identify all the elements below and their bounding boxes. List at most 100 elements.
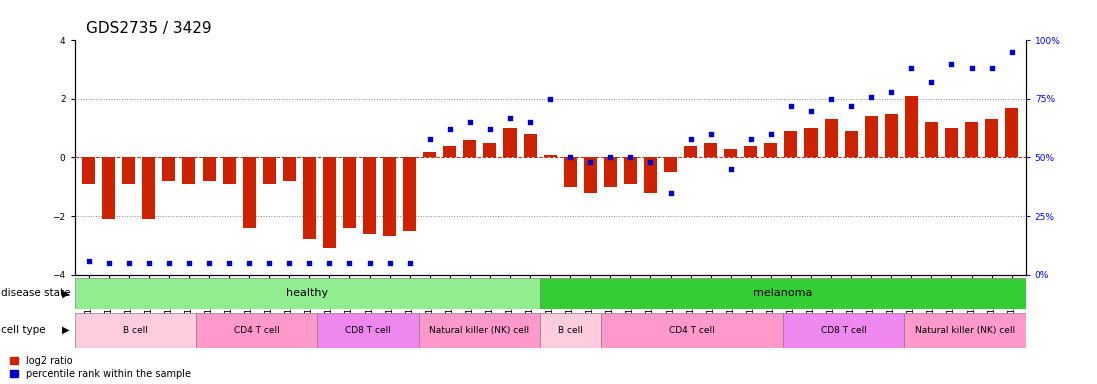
Bar bbox=[784, 131, 798, 157]
Point bbox=[521, 119, 539, 125]
Bar bbox=[443, 146, 456, 157]
Bar bbox=[540, 278, 1026, 309]
Bar bbox=[685, 146, 697, 157]
Text: CD8 T cell: CD8 T cell bbox=[346, 326, 391, 335]
Bar bbox=[544, 154, 556, 157]
Point bbox=[862, 93, 880, 99]
Point bbox=[963, 65, 981, 71]
Legend: log2 ratio, percentile rank within the sample: log2 ratio, percentile rank within the s… bbox=[10, 356, 191, 379]
Bar bbox=[925, 122, 938, 157]
Point bbox=[581, 159, 599, 165]
Text: ▶: ▶ bbox=[61, 325, 69, 335]
Point bbox=[942, 61, 960, 67]
Point bbox=[882, 89, 900, 95]
Bar bbox=[904, 313, 1026, 348]
Bar bbox=[765, 143, 778, 157]
Bar bbox=[303, 157, 316, 240]
Bar bbox=[885, 114, 897, 157]
Point bbox=[642, 159, 659, 165]
Bar bbox=[419, 313, 540, 348]
Point bbox=[501, 114, 519, 121]
Bar bbox=[196, 313, 317, 348]
Bar bbox=[744, 146, 757, 157]
Bar bbox=[182, 157, 195, 184]
Point bbox=[301, 260, 318, 266]
Text: ▶: ▶ bbox=[61, 288, 69, 298]
Point bbox=[421, 136, 439, 142]
Bar bbox=[1005, 108, 1018, 157]
Point bbox=[80, 257, 98, 263]
Bar bbox=[423, 152, 437, 157]
Bar bbox=[122, 157, 135, 184]
Point bbox=[542, 96, 559, 102]
Text: Natural killer (NK) cell: Natural killer (NK) cell bbox=[429, 326, 530, 335]
Bar bbox=[864, 116, 878, 157]
Point bbox=[361, 260, 378, 266]
Bar bbox=[564, 157, 577, 187]
Point bbox=[742, 136, 759, 142]
Point bbox=[180, 260, 197, 266]
Bar bbox=[845, 131, 858, 157]
Point bbox=[160, 260, 178, 266]
Point bbox=[601, 154, 619, 161]
Bar bbox=[601, 313, 783, 348]
Bar bbox=[804, 128, 817, 157]
Bar bbox=[965, 122, 979, 157]
Bar bbox=[584, 157, 597, 193]
Point bbox=[1003, 49, 1020, 55]
Bar bbox=[143, 157, 156, 219]
Bar bbox=[75, 313, 196, 348]
Bar bbox=[75, 278, 540, 309]
Bar bbox=[540, 313, 601, 348]
Text: disease state: disease state bbox=[1, 288, 70, 298]
Point bbox=[120, 260, 137, 266]
Text: Natural killer (NK) cell: Natural killer (NK) cell bbox=[915, 326, 1015, 335]
Bar bbox=[905, 96, 918, 157]
Bar bbox=[945, 128, 958, 157]
Text: CD8 T cell: CD8 T cell bbox=[821, 326, 867, 335]
Bar bbox=[343, 157, 357, 228]
Point bbox=[140, 260, 158, 266]
Point bbox=[923, 79, 940, 86]
Point bbox=[722, 166, 739, 172]
Point bbox=[461, 119, 478, 125]
Point bbox=[842, 103, 860, 109]
Point bbox=[100, 260, 117, 266]
Point bbox=[702, 131, 720, 137]
Text: GDS2735 / 3429: GDS2735 / 3429 bbox=[86, 22, 212, 36]
Bar bbox=[504, 128, 517, 157]
Point bbox=[220, 260, 238, 266]
Point bbox=[240, 260, 258, 266]
Point bbox=[782, 103, 800, 109]
Point bbox=[661, 190, 679, 196]
Bar bbox=[262, 157, 275, 184]
Point bbox=[260, 260, 278, 266]
Bar bbox=[283, 157, 296, 181]
Point bbox=[622, 154, 640, 161]
Point bbox=[983, 65, 1000, 71]
Point bbox=[823, 96, 840, 102]
Text: cell type: cell type bbox=[1, 325, 46, 335]
Bar bbox=[102, 157, 115, 219]
Bar bbox=[985, 119, 998, 157]
Bar bbox=[223, 157, 236, 184]
Point bbox=[320, 260, 338, 266]
Bar bbox=[484, 143, 497, 157]
Bar bbox=[317, 313, 419, 348]
Point bbox=[281, 260, 298, 266]
Text: CD4 T cell: CD4 T cell bbox=[669, 326, 714, 335]
Bar bbox=[162, 157, 176, 181]
Point bbox=[762, 131, 780, 137]
Bar bbox=[82, 157, 95, 184]
Bar bbox=[825, 119, 838, 157]
Bar bbox=[603, 157, 617, 187]
Point bbox=[903, 65, 920, 71]
Point bbox=[400, 260, 418, 266]
Bar bbox=[644, 157, 657, 193]
Bar bbox=[523, 134, 536, 157]
Point bbox=[682, 136, 700, 142]
Point bbox=[441, 126, 459, 132]
Text: B cell: B cell bbox=[123, 326, 148, 335]
Bar bbox=[463, 140, 476, 157]
Text: B cell: B cell bbox=[558, 326, 583, 335]
